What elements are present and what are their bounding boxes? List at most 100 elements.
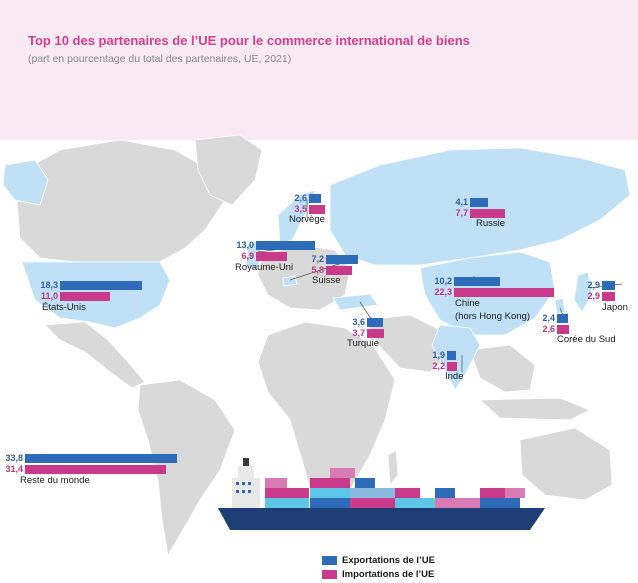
- partner-name-line2-chine: (hors Hong Kong): [455, 311, 530, 322]
- imports-bar: [60, 292, 110, 301]
- callout-royaume-uni: 13,0 6,9: [232, 240, 315, 262]
- exports-bar: [557, 314, 568, 323]
- exports-value: 2,4: [542, 313, 555, 323]
- imports-bar: [25, 465, 166, 474]
- exports-row: 18,3: [36, 280, 142, 291]
- imports-row: 11,0: [36, 291, 142, 302]
- exports-bar: [326, 255, 358, 264]
- imports-bar: [256, 252, 287, 261]
- exports-row: 1,9: [423, 350, 457, 361]
- imports-value: 31,4: [5, 464, 23, 474]
- imports-value: 3,5: [294, 204, 307, 214]
- imports-row: 2,6: [533, 324, 569, 335]
- imports-row: 3,7: [343, 328, 384, 339]
- imports-bar: [557, 325, 569, 334]
- partner-name-turquie: Turquie: [347, 338, 379, 349]
- partner-name-reste-du-monde: Reste du monde: [20, 475, 90, 486]
- imports-value: 5,8: [311, 265, 324, 275]
- partner-name-chine: Chine: [455, 298, 480, 309]
- callout-inde: 1,9 2,2: [423, 350, 457, 372]
- callout-russie: 4,1 7,7: [446, 197, 505, 219]
- imports-value: 6,9: [241, 251, 254, 261]
- map-turkey: [332, 293, 379, 311]
- map-india: [431, 324, 481, 391]
- imports-bar: [470, 209, 505, 218]
- partner-name-norvege: Norvège: [289, 214, 325, 225]
- exports-bar: [60, 281, 142, 290]
- exports-value: 4,1: [455, 197, 468, 207]
- partner-name-etats-unis: États-Unis: [42, 302, 86, 313]
- imports-row: 5,8: [302, 265, 358, 276]
- exports-row: 7,2: [302, 254, 358, 265]
- imports-bar: [326, 266, 352, 275]
- partner-name-royaume-uni: Royaume-Uni: [235, 262, 294, 273]
- imports-value: 2,6: [542, 324, 555, 334]
- exports-value: 1,9: [432, 350, 445, 360]
- partner-name-russie: Russie: [476, 218, 506, 229]
- callout-japon: 2,9 2,9: [578, 280, 615, 302]
- exports-row: 2,6: [285, 193, 325, 204]
- partner-name-coree-du-sud: Corée du Sud: [557, 334, 616, 345]
- map-alaska: [2, 159, 49, 206]
- exports-row: 4,1: [446, 197, 505, 208]
- exports-bar: [367, 318, 383, 327]
- legend-exports-label: Exportations de l’UE: [342, 554, 435, 566]
- map-central-america: [44, 321, 146, 389]
- exports-bar: [470, 198, 488, 207]
- map-south-america: [137, 379, 236, 557]
- exports-row: 33,8: [1, 453, 177, 464]
- callout-turquie: 3,6 3,7: [343, 317, 384, 339]
- callout-chine: 10,2 22,3: [430, 276, 554, 298]
- callout-reste-du-monde: 33,8 31,4: [1, 453, 177, 475]
- imports-value: 2,9: [587, 291, 600, 301]
- exports-bar: [602, 281, 615, 290]
- exports-row: 10,2: [430, 276, 554, 287]
- ship-hull: [218, 508, 545, 530]
- imports-row: 22,3: [430, 287, 554, 298]
- header-band: [0, 0, 638, 140]
- imports-value: 11,0: [40, 291, 58, 301]
- exports-row: 13,0: [232, 240, 315, 251]
- container-ship-illustration: [218, 458, 545, 530]
- imports-row: 6,9: [232, 251, 315, 262]
- exports-value: 10,2: [434, 276, 452, 286]
- imports-row: 7,7: [446, 208, 505, 219]
- exports-bar: [256, 241, 315, 250]
- exports-value: 2,9: [587, 280, 600, 290]
- exports-value: 18,3: [40, 280, 58, 290]
- exports-bar: [25, 454, 177, 463]
- legend-exports-swatch: [322, 555, 337, 565]
- page-subtitle: (part en pourcentage du total des parten…: [28, 53, 292, 65]
- page-title: Top 10 des partenaires de l’UE pour le c…: [28, 33, 470, 48]
- exports-value: 7,2: [311, 254, 324, 264]
- imports-row: 3,5: [285, 204, 325, 215]
- map-middle-east: [364, 314, 451, 373]
- exports-value: 3,6: [352, 317, 365, 327]
- imports-value: 22,3: [434, 287, 452, 297]
- imports-bar: [447, 362, 457, 371]
- imports-bar: [367, 329, 384, 338]
- map-australia: [519, 427, 613, 501]
- exports-row: 3,6: [343, 317, 384, 328]
- map-indonesia: [478, 397, 591, 421]
- exports-value: 13,0: [236, 240, 254, 250]
- imports-row: 31,4: [1, 464, 177, 475]
- map-japan: [573, 271, 593, 313]
- imports-bar: [454, 288, 554, 297]
- exports-bar: [454, 277, 500, 286]
- map-switzerland: [282, 275, 298, 287]
- imports-row: 2,2: [423, 361, 457, 372]
- partner-name-inde: Inde: [445, 371, 464, 382]
- partner-name-suisse: Suisse: [312, 275, 341, 286]
- imports-value: 2,2: [432, 361, 445, 371]
- imports-row: 2,9: [578, 291, 615, 302]
- callout-norvege: 2,6 3,5: [285, 193, 325, 215]
- connector-switzerland: [289, 261, 346, 281]
- imports-bar: [309, 205, 325, 214]
- exports-bar: [447, 351, 456, 360]
- map-canada: [14, 139, 226, 263]
- legend: Exportations de l’UE Importations de l’U…: [322, 553, 435, 581]
- callout-suisse: 7,2 5,8: [302, 254, 358, 276]
- exports-value: 33,8: [5, 453, 23, 463]
- map-south-korea: [554, 297, 566, 315]
